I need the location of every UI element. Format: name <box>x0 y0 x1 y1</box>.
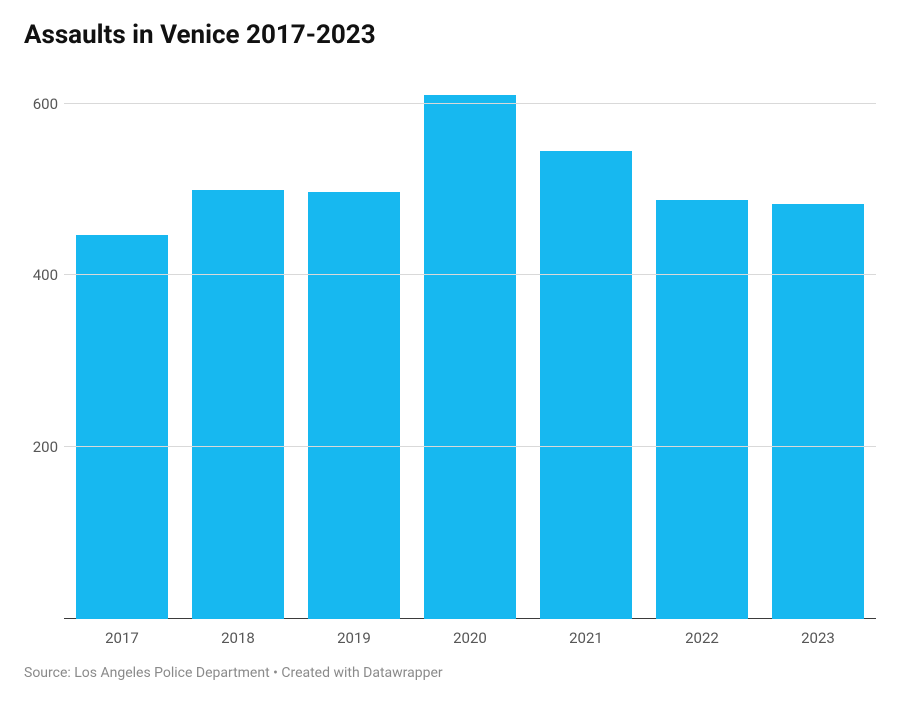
x-axis-label: 2017 <box>64 623 180 649</box>
bar <box>308 192 401 619</box>
y-axis-label: 400 <box>24 266 58 284</box>
chart-area: 200400600 2017201820192020202120222023 <box>24 69 876 649</box>
x-axis-label: 2022 <box>644 623 760 649</box>
bar <box>772 204 865 619</box>
bar <box>540 151 633 619</box>
plot-region: 200400600 <box>64 69 876 619</box>
x-axis-label: 2023 <box>760 623 876 649</box>
gridline <box>64 103 876 104</box>
x-axis-label: 2020 <box>412 623 528 649</box>
bar-slot <box>296 69 412 619</box>
gridline <box>64 446 876 447</box>
chart-title: Assaults in Venice 2017-2023 <box>24 20 876 51</box>
x-axis-labels: 2017201820192020202120222023 <box>64 623 876 649</box>
bar <box>424 95 517 619</box>
bar-slot <box>64 69 180 619</box>
x-axis-label: 2021 <box>528 623 644 649</box>
bar-slot <box>644 69 760 619</box>
bar <box>656 200 749 619</box>
x-axis-label: 2018 <box>180 623 296 649</box>
y-axis-label: 600 <box>24 95 58 113</box>
bar-slot <box>528 69 644 619</box>
x-axis-label: 2019 <box>296 623 412 649</box>
bars-group <box>64 69 876 619</box>
y-axis-label: 200 <box>24 438 58 456</box>
chart-container: Assaults in Venice 2017-2023 200400600 2… <box>0 0 900 716</box>
gridline <box>64 274 876 275</box>
bar-slot <box>412 69 528 619</box>
bar-slot <box>760 69 876 619</box>
source-attribution: Source: Los Angeles Police Department • … <box>24 665 876 681</box>
bar-slot <box>180 69 296 619</box>
bar <box>192 190 285 620</box>
bar <box>76 235 169 619</box>
